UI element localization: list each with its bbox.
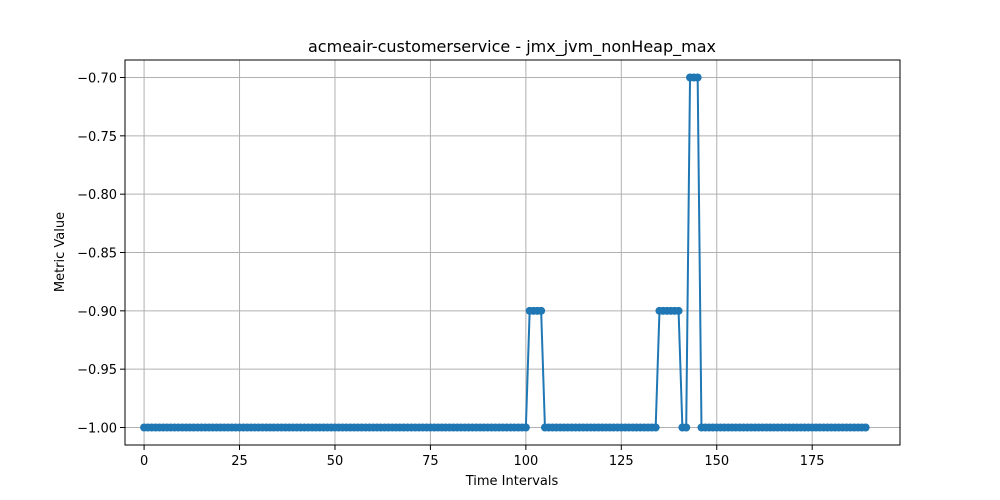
data-point <box>674 306 683 315</box>
y-tick-label: −0.85 <box>77 247 117 262</box>
data-point <box>861 423 870 432</box>
y-tick-label: −1.00 <box>77 422 117 437</box>
y-tick-label: −0.90 <box>77 305 117 320</box>
y-tick-label: −0.95 <box>77 363 117 378</box>
grid-lines <box>125 60 900 445</box>
x-tick-label: 100 <box>513 454 538 469</box>
data-point <box>693 73 702 82</box>
series-line-group <box>140 73 870 432</box>
x-tick-label: 75 <box>422 454 439 469</box>
x-tick-label: 50 <box>327 454 344 469</box>
x-axis-label: Time Intervals <box>465 474 559 489</box>
y-tick-label: −0.75 <box>77 130 117 145</box>
x-tick-label: 125 <box>609 454 634 469</box>
axis-ticks: 0 25 50 75 100 125 150 175 −1.00 −0.95 −0.90 −0.85 −… <box>77 72 824 470</box>
data-point <box>682 423 691 432</box>
y-axis-label: Metric Value <box>53 212 68 292</box>
chart-title: acmeair-customerservice - jmx_jvm_nonHea… <box>308 37 716 57</box>
x-tick-label: 25 <box>231 454 248 469</box>
data-point <box>651 423 660 432</box>
x-tick-label: 150 <box>704 454 729 469</box>
data-point <box>537 306 546 315</box>
y-tick-label: −0.80 <box>77 188 117 203</box>
data-point <box>521 423 530 432</box>
y-tick-label: −0.70 <box>77 72 117 87</box>
x-tick-label: 0 <box>140 454 148 469</box>
x-tick-label: 175 <box>800 454 825 469</box>
